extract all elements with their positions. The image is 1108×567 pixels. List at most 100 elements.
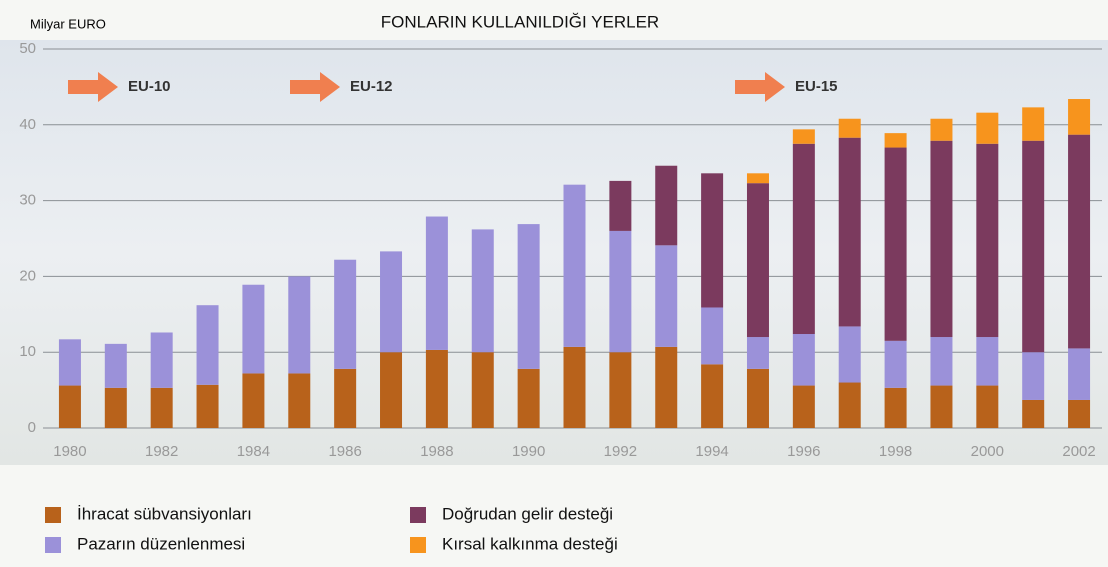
bar-segment [334, 260, 356, 369]
bar-segment [1068, 400, 1090, 428]
bar-segment [976, 144, 998, 337]
y-tick-label: 0 [28, 419, 36, 436]
y-tick-label: 10 [19, 343, 36, 360]
annotation: EU-15 [795, 78, 838, 95]
bar-segment [976, 337, 998, 386]
legend-swatch [45, 537, 61, 553]
y-tick-label: 40 [19, 116, 36, 133]
bar-segment [105, 388, 127, 428]
bar-segment [930, 386, 952, 428]
bar-segment [288, 373, 310, 428]
bar-segment [609, 352, 631, 428]
bar-segment [701, 364, 723, 428]
bar-segment [426, 350, 448, 428]
bar-segment [380, 251, 402, 352]
bar-segment [839, 383, 861, 428]
bar-segment [59, 339, 81, 385]
bar-segment [839, 326, 861, 382]
chart-title: FONLARIN KULLANILDIĞI YERLER [381, 12, 659, 31]
annotation: EU-12 [350, 78, 393, 95]
bar-segment [839, 138, 861, 327]
legend-swatch [410, 507, 426, 523]
legend-item: İhracat sübvansiyonları [45, 504, 252, 523]
bar-segment [930, 337, 952, 386]
bar-segment [472, 229, 494, 352]
bar-segment [472, 352, 494, 428]
x-tick-label: 1984 [237, 443, 270, 460]
bar-segment [655, 245, 677, 347]
x-tick-label: 1998 [879, 443, 912, 460]
x-tick-label: 1994 [695, 443, 728, 460]
bar-segment [747, 369, 769, 428]
bar-segment [151, 388, 173, 428]
bar-segment [242, 373, 264, 428]
bar-segment [793, 386, 815, 428]
bar-segment [885, 133, 907, 147]
bar-segment [426, 217, 448, 350]
x-tick-label: 2002 [1062, 443, 1095, 460]
x-tick-label: 1980 [53, 443, 86, 460]
y-tick-label: 30 [19, 192, 36, 209]
bar-segment [747, 173, 769, 183]
y-tick-label: 50 [19, 40, 36, 57]
y-tick-label: 20 [19, 267, 36, 284]
x-tick-label: 2000 [971, 443, 1004, 460]
y-axis-label: Milyar EURO [30, 16, 106, 31]
bar-segment [518, 369, 540, 428]
bar-segment [1022, 141, 1044, 352]
bar-segment [885, 388, 907, 428]
bar-segment [930, 141, 952, 337]
bar-segment [151, 332, 173, 387]
x-tick-label: 1986 [328, 443, 361, 460]
bar-segment [1022, 400, 1044, 428]
legend-label: Kırsal kalkınma desteği [442, 534, 618, 553]
bar-segment [793, 129, 815, 143]
bar-segment [59, 386, 81, 428]
bar-segment [197, 385, 219, 428]
x-tick-label: 1996 [787, 443, 820, 460]
bar-segment [564, 347, 586, 428]
bar-segment [105, 344, 127, 388]
bar-segment [1022, 352, 1044, 400]
bar-segment [793, 144, 815, 334]
legend-swatch [410, 537, 426, 553]
bar-segment [885, 341, 907, 388]
bar-segment [518, 224, 540, 369]
bar-segment [288, 276, 310, 373]
x-tick-label: 1990 [512, 443, 545, 460]
bar-segment [655, 166, 677, 246]
bar-segment [976, 386, 998, 428]
legend-label: İhracat sübvansiyonları [77, 504, 252, 523]
bar-segment [793, 334, 815, 386]
bar-segment [747, 183, 769, 337]
x-tick-label: 1982 [145, 443, 178, 460]
chart: Milyar EURO FONLARIN KULLANILDIĞI YERLER… [0, 0, 1108, 567]
legend-item: Kırsal kalkınma desteği [410, 534, 618, 553]
bar-segment [609, 231, 631, 352]
bar-segment [930, 119, 952, 141]
bar-segment [839, 119, 861, 138]
bar-segment [747, 337, 769, 369]
legend-swatch [45, 507, 61, 523]
bar-segment [1068, 135, 1090, 349]
bar-segment [242, 285, 264, 374]
bar-segment [655, 347, 677, 428]
bar-segment [609, 181, 631, 231]
bar-segment [197, 305, 219, 385]
x-tick-label: 1992 [604, 443, 637, 460]
bar-segment [1068, 99, 1090, 135]
bar-segment [701, 173, 723, 307]
bar-segment [334, 369, 356, 428]
bar-segment [1022, 107, 1044, 140]
bar-segment [1068, 348, 1090, 400]
legend-label: Doğrudan gelir desteği [442, 504, 613, 523]
bar-segment [885, 148, 907, 341]
legend-label: Pazarın düzenlenmesi [77, 534, 245, 553]
bar-segment [976, 113, 998, 144]
bar-segment [564, 185, 586, 347]
bar-segment [701, 307, 723, 364]
annotation: EU-10 [128, 78, 171, 95]
bar-segment [380, 352, 402, 428]
x-tick-label: 1988 [420, 443, 453, 460]
page: Milyar EURO FONLARIN KULLANILDIĞI YERLER… [0, 0, 1108, 567]
